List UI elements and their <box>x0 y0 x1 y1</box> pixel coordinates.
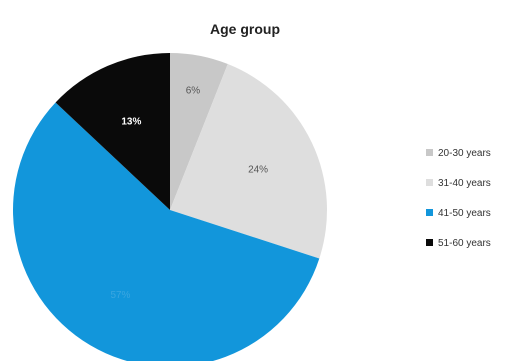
legend-entry-label: 31-40 years <box>438 178 491 189</box>
legend-swatch <box>426 239 433 246</box>
pie-slice-41-50-years <box>13 102 320 361</box>
pie-slice-label: 24% <box>248 165 268 176</box>
legend-swatch <box>426 209 433 216</box>
pie-slice-label: 6% <box>186 86 201 97</box>
pie-slice-labels: 6% 24% 57% 13% <box>110 86 268 301</box>
legend-swatch <box>426 149 433 156</box>
pie-slice-31-40-years <box>170 64 327 259</box>
chart-title: Age group <box>210 21 280 37</box>
legend-entry-label: 51-60 years <box>438 238 491 249</box>
legend-swatch <box>426 179 433 186</box>
pie-slice-label: 13% <box>121 117 141 128</box>
legend-entry-label: 20-30 years <box>438 148 491 159</box>
pie-slice-51-60-years <box>55 53 170 210</box>
pie-slices <box>13 53 327 361</box>
pie-slice-label: 57% <box>110 290 130 301</box>
pie-slice-20-30-years <box>170 53 228 210</box>
legend-entry-label: 41-50 years <box>438 208 491 219</box>
legend: 20-30 years 31-40 years 41-50 years 51-60 y… <box>426 148 491 249</box>
